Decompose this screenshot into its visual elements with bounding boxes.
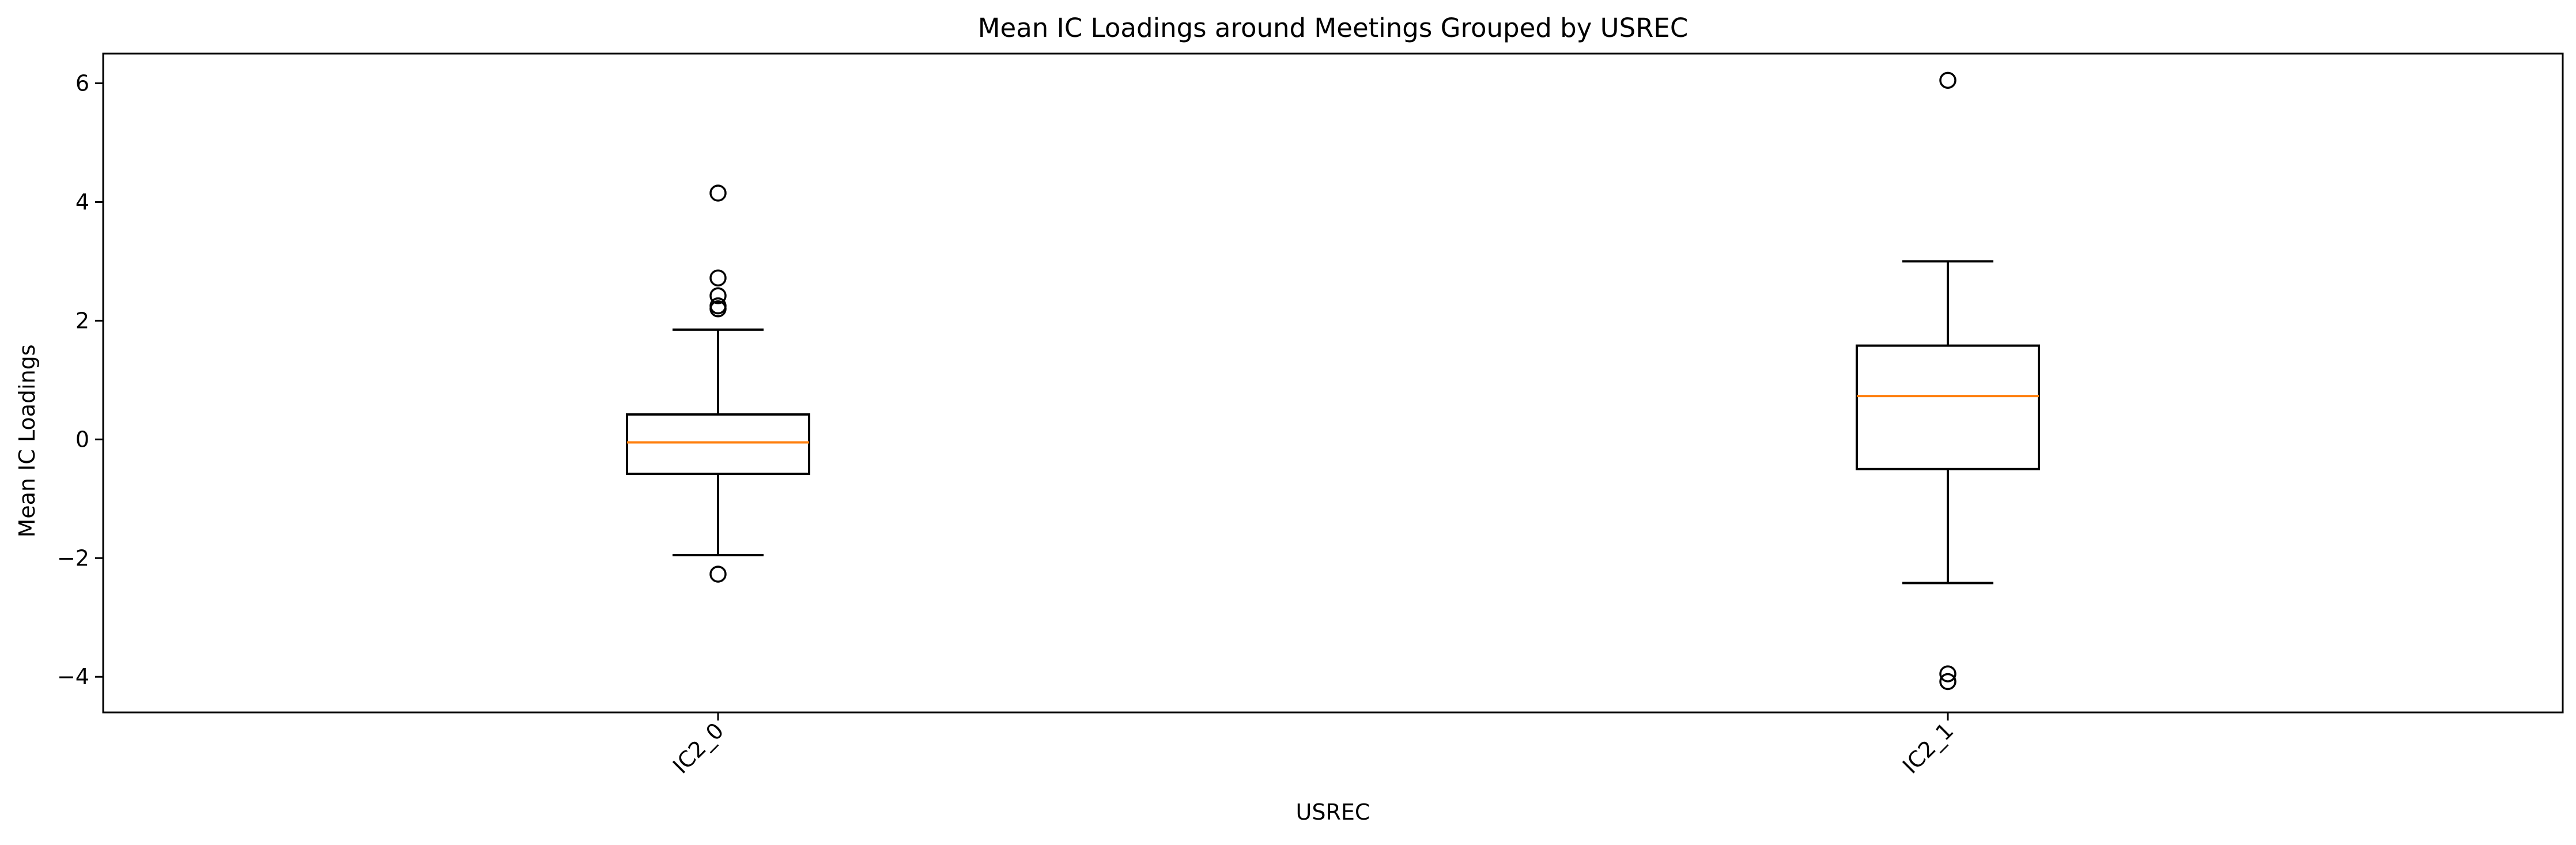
y-tick-label: −4: [57, 664, 89, 689]
chart-title: Mean IC Loadings around Meetings Grouped…: [978, 13, 1689, 43]
outlier-point: [709, 269, 727, 286]
outlier-point: [709, 287, 727, 304]
x-axis-label: USREC: [1296, 799, 1370, 825]
outlier-point: [1939, 71, 1956, 89]
outlier-point: [1939, 665, 1956, 682]
y-tick-label: 2: [75, 308, 89, 333]
box-iqr: [626, 413, 810, 476]
y-axis-label: Mean IC Loadings: [14, 344, 40, 537]
y-tick-label: 0: [75, 427, 89, 452]
y-tick-label: −2: [57, 545, 89, 571]
box-iqr: [1856, 344, 2040, 470]
outlier-point: [709, 300, 727, 318]
y-tick-label: 4: [75, 189, 89, 214]
outlier-point: [709, 184, 727, 202]
outlier-point: [709, 565, 727, 583]
outlier-point: [1939, 673, 1956, 691]
y-tick-label: 6: [75, 70, 89, 96]
plot-frame: [102, 52, 2564, 714]
